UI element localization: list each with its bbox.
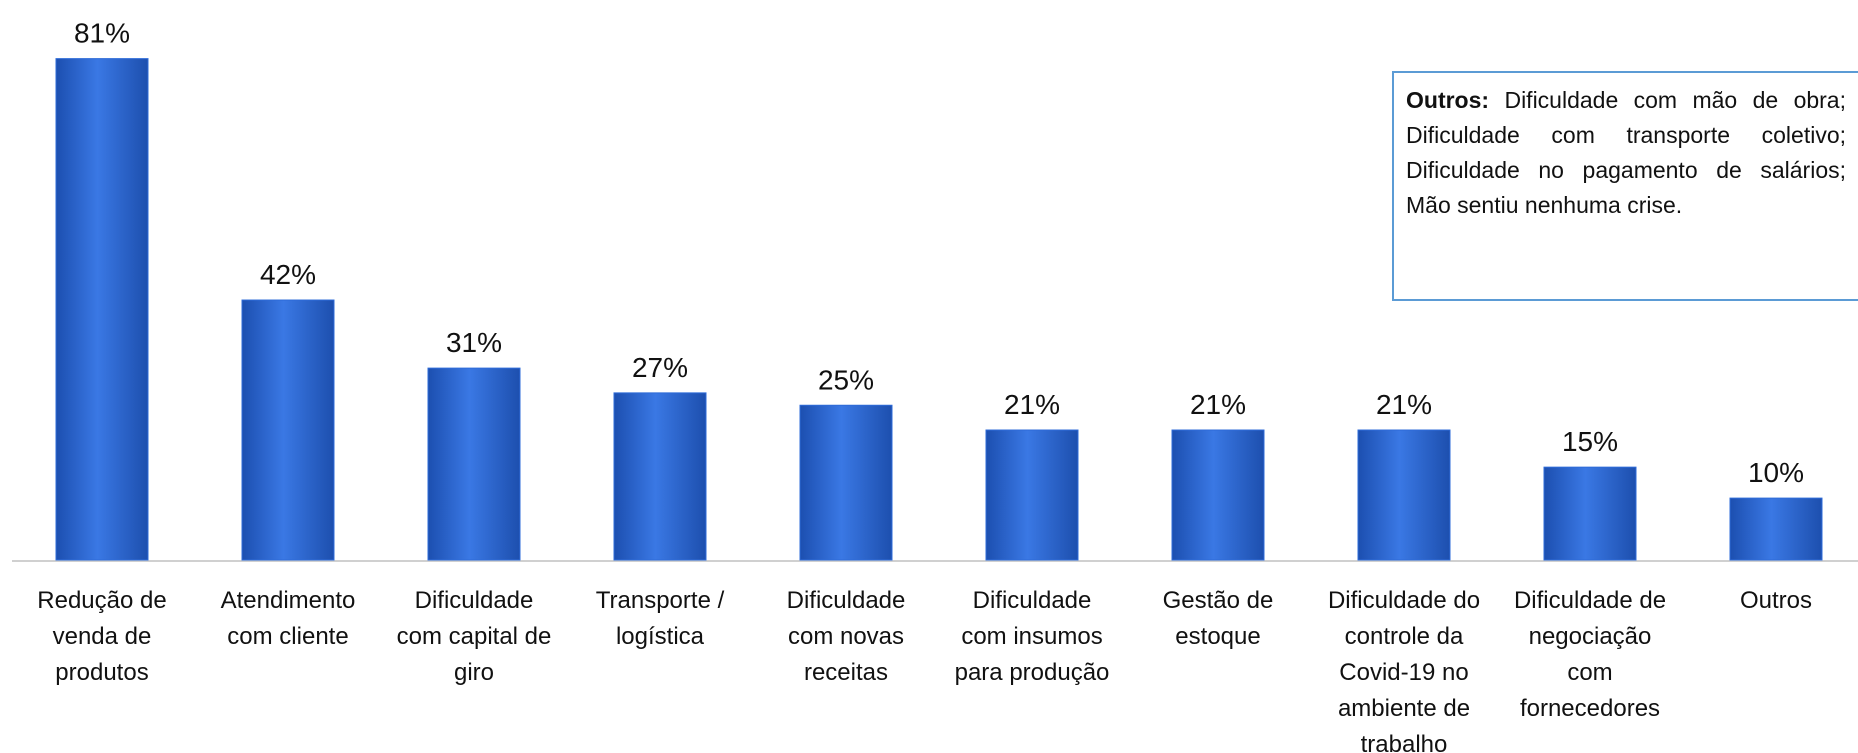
bar <box>427 367 521 561</box>
data-label: 21% <box>1376 389 1432 420</box>
bar <box>241 299 335 561</box>
bar <box>55 58 149 561</box>
bar <box>1729 497 1823 561</box>
annotation-text: Dificuldade com mão de obra; Dificuldade… <box>1406 87 1846 218</box>
data-label: 21% <box>1190 389 1246 420</box>
data-label: 27% <box>632 352 688 383</box>
x-tick-label: Dificuldade com insumos para produção <box>955 587 1110 686</box>
x-tick-label: Gestão de estoque <box>1163 587 1274 650</box>
bar <box>1171 429 1265 561</box>
annotation-label: Outros: <box>1406 87 1490 113</box>
x-tick-label: Transporte / logística <box>596 587 725 650</box>
bar <box>799 404 893 561</box>
bar <box>1543 466 1637 561</box>
data-label: 42% <box>260 259 316 290</box>
x-tick-label: Dificuldade com novas receitas <box>787 587 906 686</box>
bar <box>1357 429 1451 561</box>
data-label: 15% <box>1562 426 1618 457</box>
data-label: 81% <box>74 18 130 49</box>
x-tick-label: Dificuldade do controle da Covid-19 no ambi… <box>1328 587 1480 753</box>
annotation-box: Outros: Dificuldade com mão de obra; Dif… <box>1392 71 1858 301</box>
data-label: 25% <box>818 364 874 395</box>
x-tick-label: Dificuldade com capital de giro <box>397 587 552 686</box>
data-label: 10% <box>1748 457 1804 488</box>
x-tick-label: Redução de venda de produtos <box>37 587 166 686</box>
bar <box>985 429 1079 561</box>
data-label: 31% <box>446 327 502 358</box>
x-tick-label: Dificuldade de negociação com fornecedores <box>1514 587 1666 722</box>
x-tick-label: Outros <box>1740 587 1812 614</box>
x-tick-label: Atendimento com cliente <box>221 587 356 650</box>
data-label: 21% <box>1004 389 1060 420</box>
bar <box>613 392 707 561</box>
